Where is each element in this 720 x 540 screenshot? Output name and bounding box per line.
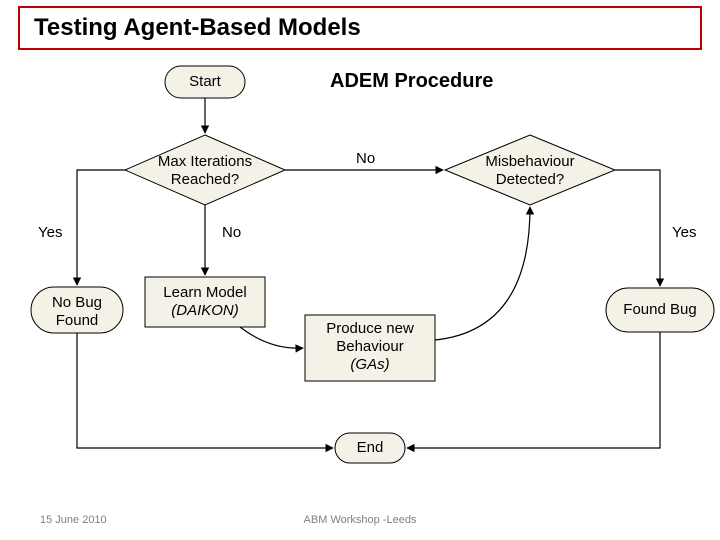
label-misbeh: MisbehaviourDetected? [460,153,600,189]
edge-label-no-mid: No [356,150,375,167]
edge-learn-produce [240,327,303,348]
edge-nobug-end [77,333,333,448]
page-title: Testing Agent-Based Models [34,14,361,42]
edge-label-yes-right: Yes [672,224,696,241]
edge-foundbug-end [407,332,660,448]
label-learn: Learn Model(DAIKON) [145,284,265,320]
label-produce: Produce newBehaviour(GAs) [305,320,435,374]
label-end: End [335,439,405,457]
edge-maxiter-nobug [77,170,125,285]
edge-label-yes-left: Yes [38,224,62,241]
edge-produce-misbeh [435,207,530,340]
label-foundbug: Found Bug [606,301,714,319]
label-nobug: No BugFound [31,294,123,330]
procedure-subtitle: ADEM Procedure [330,70,493,93]
edge-misbeh-foundbug [615,170,660,286]
edge-label-no-down: No [222,224,241,241]
footer-venue: ABM Workshop -Leeds [0,514,720,526]
label-maxiter: Max IterationsReached? [135,153,275,189]
label-start: Start [165,73,245,91]
title-bar: Testing Agent-Based Models [18,6,702,50]
